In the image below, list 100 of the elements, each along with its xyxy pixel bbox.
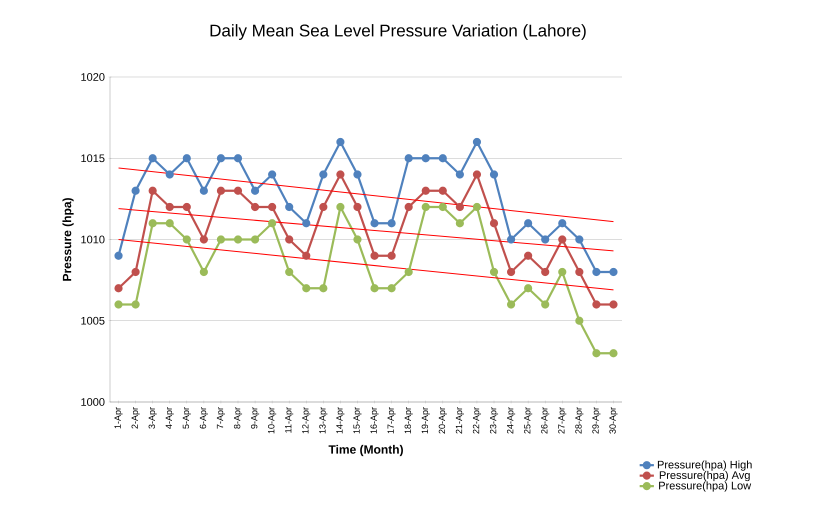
- point: [541, 300, 550, 309]
- point: [166, 170, 174, 179]
- point: [285, 235, 294, 244]
- point: [592, 268, 601, 276]
- x-tick-label: 9-Apr: [250, 407, 260, 429]
- point: [524, 219, 532, 228]
- point: [422, 186, 430, 195]
- point: [200, 235, 208, 244]
- point: [216, 154, 226, 162]
- point: [506, 268, 516, 276]
- point: [200, 186, 208, 195]
- point: [302, 252, 310, 260]
- point: [353, 202, 362, 212]
- point: [336, 138, 345, 146]
- point: [609, 300, 618, 309]
- point: [506, 300, 516, 309]
- point: [319, 284, 328, 292]
- point: [490, 219, 498, 228]
- legend-label: Pressure(hpa) Avg: [660, 470, 750, 482]
- point: [268, 170, 276, 179]
- point: [114, 284, 123, 292]
- point: [132, 268, 140, 276]
- point: [353, 170, 362, 179]
- x-tick-label: 21-Apr: [456, 407, 464, 434]
- point: [472, 202, 482, 212]
- y-axis-title: Pressure (hpa): [62, 198, 74, 281]
- point: [114, 252, 123, 260]
- x-tick-label: 15-Apr: [353, 407, 362, 434]
- y-tick-label: 1015: [81, 154, 104, 162]
- point: [404, 154, 413, 162]
- x-tick-label: 8-Apr: [234, 407, 242, 429]
- point: [524, 252, 532, 260]
- point: [353, 235, 362, 244]
- x-tick-label: 24-Apr: [506, 407, 516, 434]
- x-tick-label: 16-Apr: [370, 407, 379, 434]
- x-tick-label: 6-Apr: [200, 407, 208, 429]
- point: [182, 235, 191, 244]
- point: [541, 235, 550, 244]
- x-tick-label: 12-Apr: [302, 407, 310, 434]
- y-tick-label: 1020: [81, 73, 105, 81]
- point: [114, 300, 123, 309]
- point: [132, 300, 140, 309]
- point: [200, 268, 208, 276]
- point: [422, 202, 430, 212]
- point: [216, 186, 226, 195]
- point: [404, 202, 413, 212]
- x-tick-label: 20-Apr: [438, 407, 447, 434]
- point: [250, 235, 260, 244]
- x-axis-title: Time (Month): [328, 444, 403, 456]
- point: [166, 219, 174, 228]
- point: [302, 284, 310, 292]
- point: [558, 219, 566, 228]
- point: [319, 202, 328, 212]
- point: [575, 235, 584, 244]
- point: [404, 268, 413, 276]
- x-tick-label: 11-Apr: [285, 407, 294, 433]
- point: [592, 349, 601, 358]
- point: [609, 349, 618, 358]
- point: [592, 300, 601, 309]
- point: [234, 235, 242, 244]
- x-tick-label: 23-Apr: [490, 407, 498, 434]
- x-tick-label: 7-Apr: [216, 407, 225, 429]
- point: [575, 268, 584, 276]
- point: [132, 186, 140, 195]
- point: [268, 202, 276, 212]
- point: [490, 268, 498, 276]
- point: [336, 170, 345, 179]
- point: [166, 202, 174, 212]
- point: [148, 186, 157, 195]
- point: [182, 202, 191, 212]
- point: [336, 202, 345, 212]
- point: [148, 154, 157, 162]
- point: [250, 202, 260, 212]
- legend-label: Pressure(hpa) Low: [659, 481, 752, 492]
- point: [456, 170, 464, 179]
- y-tick-label: 1005: [81, 316, 104, 325]
- x-tick-label: 27-Apr: [558, 407, 566, 434]
- point: [438, 202, 447, 212]
- legend-label: Pressure(hpa) High: [658, 460, 752, 471]
- x-tick-label: 22-Apr: [472, 407, 482, 434]
- x-tick-label: 1-Apr: [114, 407, 123, 428]
- point: [541, 268, 550, 276]
- point: [285, 202, 294, 212]
- x-tick-label: 10-Apr: [268, 407, 276, 434]
- point: [575, 316, 584, 325]
- x-tick-label: 29-Apr: [592, 407, 600, 434]
- point: [456, 202, 464, 212]
- point: [370, 219, 379, 228]
- point: [319, 170, 328, 179]
- point: [388, 252, 396, 260]
- point: [456, 219, 464, 228]
- x-tick-label: 25-Apr: [524, 407, 532, 434]
- point: [302, 219, 310, 228]
- point: [182, 154, 191, 162]
- y-tick-label: 1010: [81, 236, 105, 244]
- point: [234, 186, 242, 195]
- x-tick-label: 18-Apr: [404, 407, 413, 434]
- point: [422, 154, 430, 162]
- point: [524, 284, 532, 292]
- point: [558, 268, 566, 276]
